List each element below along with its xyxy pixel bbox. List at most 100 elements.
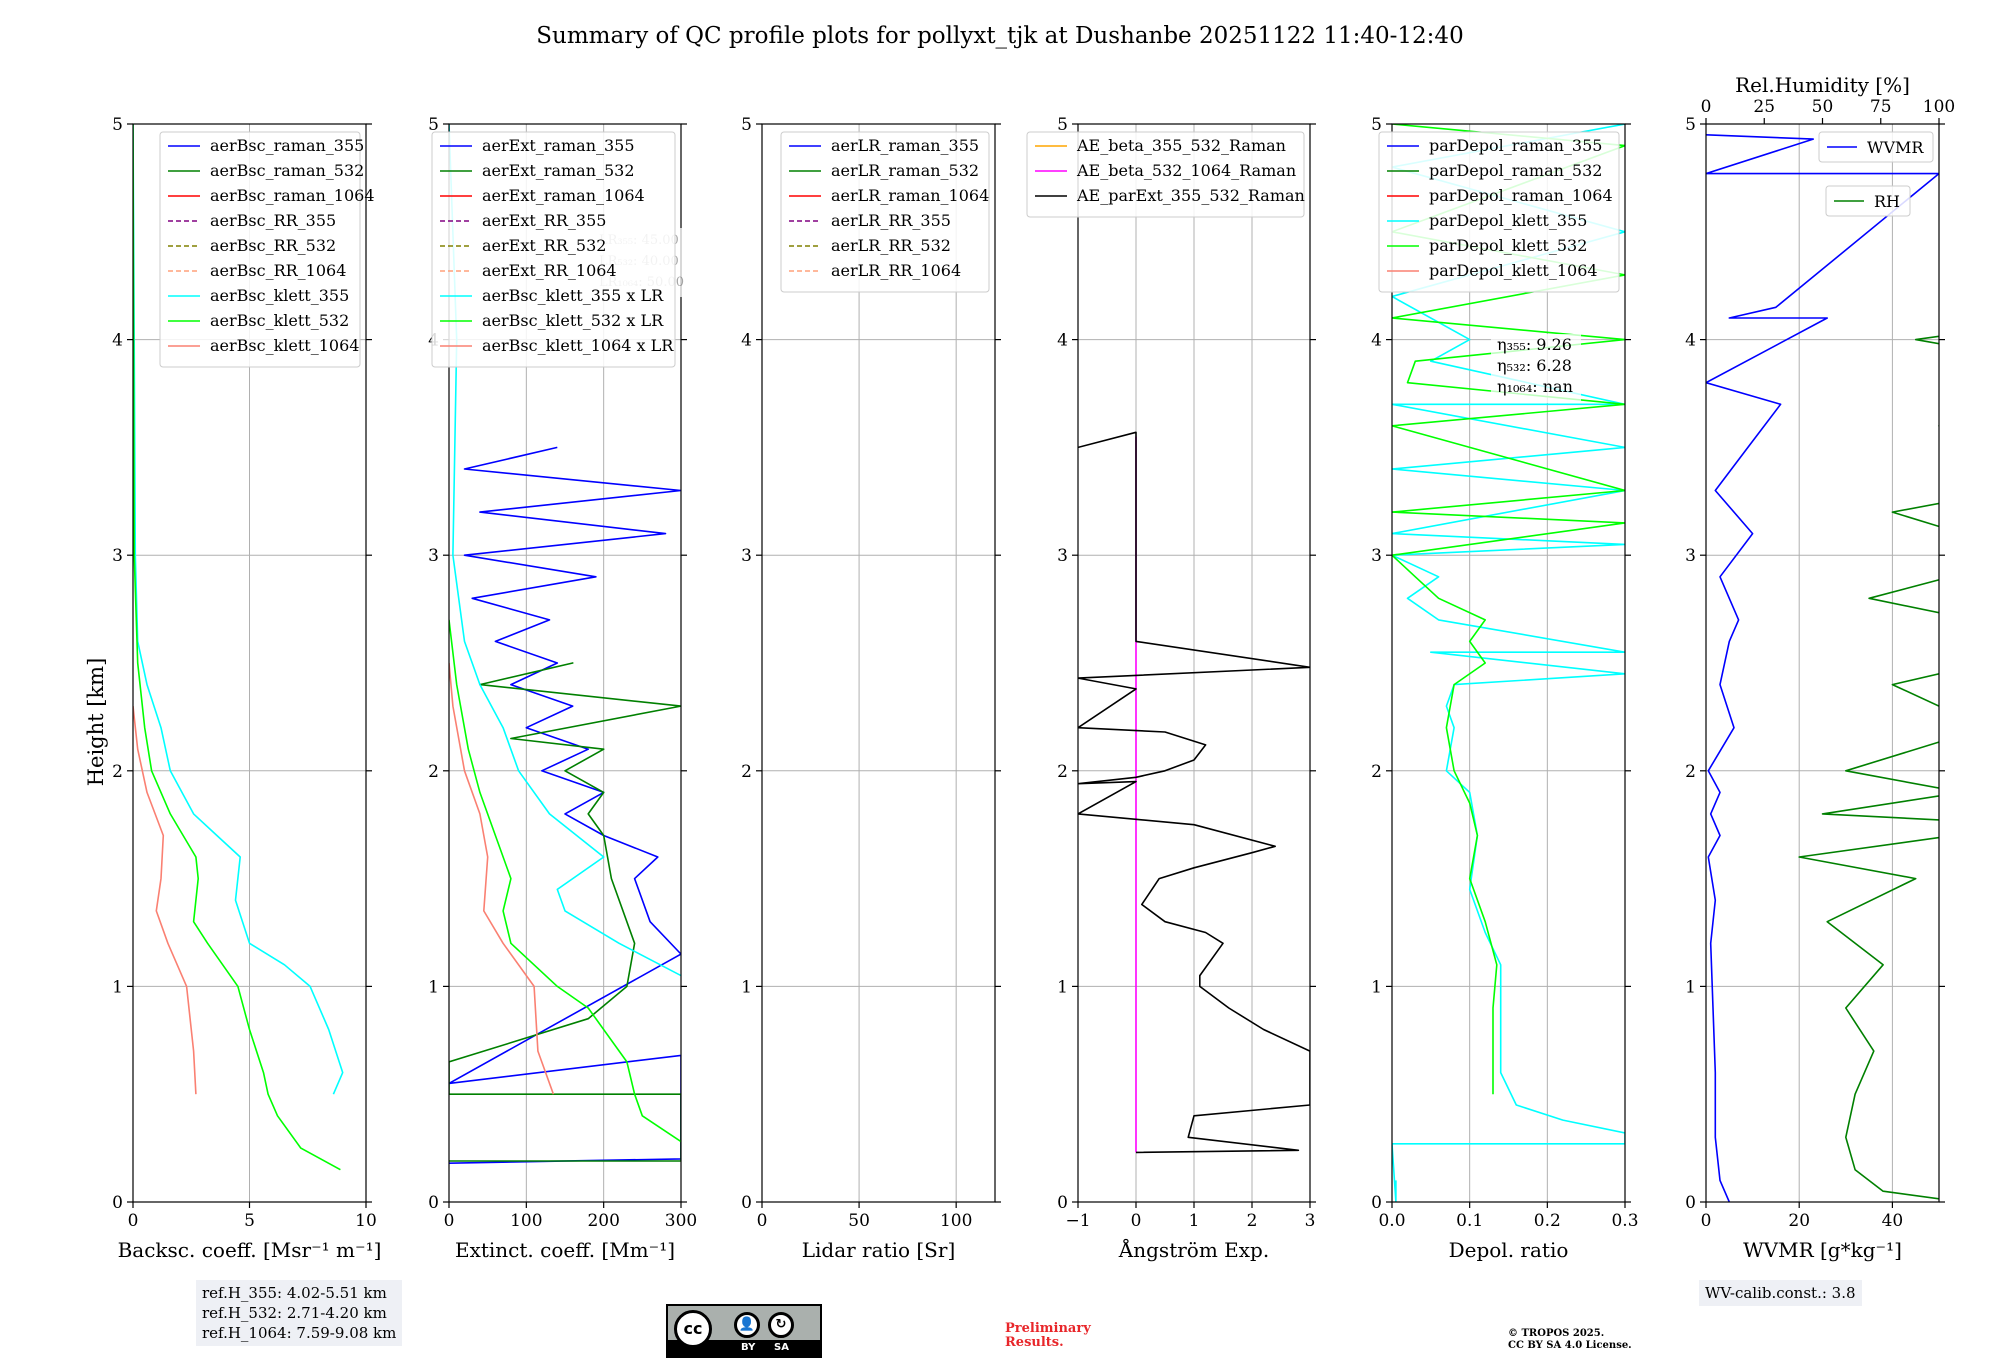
y-tick-label: 1 <box>428 977 439 997</box>
series-aerBsc_klett_1064 <box>133 706 197 1095</box>
plot-frame <box>761 123 996 1203</box>
y-tick-label: 4 <box>1371 331 1382 351</box>
preliminary-results-note: Preliminary Results. <box>1005 1321 1091 1350</box>
legend-label: aerBsc_RR_355 <box>210 211 336 230</box>
x-tick-label: 100 <box>510 1211 542 1231</box>
legend-label: aerLR_raman_532 <box>831 161 979 180</box>
y-tick-label: 0 <box>1371 1193 1382 1213</box>
top-x-tick-label: 75 <box>1870 97 1892 117</box>
x-tick-label: 0 <box>757 1211 768 1231</box>
x-axis-label: Extinct. coeff. [Mm⁻¹] <box>455 1238 675 1262</box>
series-aerBsc_klett_355 <box>133 124 344 1095</box>
legend: WVMR RH <box>1818 131 1934 217</box>
y-tick-label: 3 <box>1057 546 1068 566</box>
x-tick-label: 40 <box>1882 1211 1904 1231</box>
y-tick-label: 1 <box>1371 977 1382 997</box>
legend-label: AE_beta_355_532_Raman <box>1076 136 1286 155</box>
annotation-text: η₅₃₂: 6.28 <box>1497 356 1572 375</box>
y-axis-label: Height [km] <box>84 658 108 787</box>
legend-label: parDepol_klett_355 <box>1429 211 1587 230</box>
legend-label: AE_parExt_355_532_Raman <box>1076 186 1305 205</box>
top-x-tick-label: 100 <box>1923 97 1955 117</box>
top-x-axis-label: Rel.Humidity [%] <box>1735 73 1910 97</box>
y-tick-label: 1 <box>741 977 752 997</box>
y-tick-label: 3 <box>1685 546 1696 566</box>
y-tick-label: 2 <box>741 762 752 782</box>
x-tick-label: 0 <box>128 1211 139 1231</box>
y-tick-label: 3 <box>428 546 439 566</box>
y-tick-label: 2 <box>428 762 439 782</box>
ref-height-532: ref.H_532: 2.71-4.20 km <box>202 1304 387 1322</box>
y-tick-label: 1 <box>1057 977 1068 997</box>
x-tick-label: −1 <box>1065 1211 1090 1231</box>
x-axis-label: Depol. ratio <box>1449 1238 1569 1262</box>
legend-label: aerExt_raman_1064 <box>482 186 645 205</box>
share-alike-icon: ↻ <box>768 1312 794 1338</box>
series-aerExt_raman_532 <box>449 662 681 1162</box>
plot-frame <box>448 123 682 1203</box>
y-tick-label: 5 <box>1057 115 1068 135</box>
legend-label: aerBsc_raman_355 <box>210 136 364 155</box>
legend-label: aerBsc_klett_1064 x LR <box>482 336 674 355</box>
legend-label: aerBsc_klett_532 <box>210 311 349 330</box>
legend: AE_beta_355_532_Raman AE_beta_532_1064_Ra… <box>1026 131 1305 218</box>
plot-frame <box>1705 123 1940 1203</box>
x-tick-label: 10 <box>355 1211 377 1231</box>
x-tick-label: 3 <box>1305 1211 1316 1231</box>
legend-label: aerLR_RR_355 <box>831 211 951 230</box>
x-tick-label: 100 <box>940 1211 972 1231</box>
x-tick-label: 1 <box>1189 1211 1200 1231</box>
y-tick-label: 1 <box>112 977 123 997</box>
ref-height-1064: ref.H_1064: 7.59-9.08 km <box>202 1324 397 1342</box>
reference-height-box: ref.H_355: 4.02-5.51 km ref.H_532: 2.71-… <box>196 1280 403 1346</box>
figure-title: Summary of QC profile plots for pollyxt_… <box>536 23 1463 49</box>
x-axis-label: Lidar ratio [Sr] <box>802 1238 956 1262</box>
y-tick-label: 5 <box>1371 115 1382 135</box>
legend-label: aerLR_raman_1064 <box>831 186 989 205</box>
legend-frame <box>1026 131 1305 218</box>
x-tick-label: 0 <box>1701 1211 1712 1231</box>
y-tick-label: 5 <box>1685 115 1696 135</box>
panel-depol: 0.0 0.1 0.2 0.3 0 1 2 3 4 5 Depol. ratio η₃₅₅: 9.26… <box>1371 115 1638 1262</box>
wv-calibration-box: WV-calib.const.: 3.8 <box>1699 1280 1862 1306</box>
series-parDepol_klett_532 <box>1392 124 1625 1095</box>
x-tick-label: 0.1 <box>1456 1211 1483 1231</box>
x-tick-label: 5 <box>244 1211 255 1231</box>
y-tick-label: 2 <box>112 762 123 782</box>
copyright-note: © TROPOS 2025. CC BY SA 4.0 License. <box>1508 1328 1632 1351</box>
legend-label: parDepol_klett_532 <box>1429 236 1587 255</box>
y-tick-label: 0 <box>741 1193 752 1213</box>
badge-by-label: BY <box>741 1342 756 1353</box>
legend-frame <box>780 131 990 293</box>
series-group <box>449 124 681 1164</box>
top-x-tick-label: 50 <box>1812 97 1834 117</box>
legend-label: AE_beta_532_1064_Raman <box>1076 161 1296 180</box>
x-tick-label: 0 <box>1131 1211 1142 1231</box>
legend-label: aerLR_RR_532 <box>831 236 951 255</box>
panel-lidar-ratio: 0 50 100 0 1 2 3 4 5 Lidar ratio [Sr] aerLR_raman_… <box>741 115 1001 1262</box>
annotation-box: η₃₅₅: 9.26 η₅₃₂: 6.28 η₁₀₆₄: nan <box>1491 334 1581 403</box>
plot-frame <box>1391 123 1626 1203</box>
x-tick-label: 20 <box>1788 1211 1810 1231</box>
y-tick-label: 4 <box>741 331 752 351</box>
x-tick-label: 0.0 <box>1378 1211 1405 1231</box>
legend: parDepol_raman_355 parDepol_raman_532 parD… <box>1378 131 1620 293</box>
series-AE_parExt_355_532_Raman <box>1078 431 1310 1154</box>
legend-frame <box>431 131 676 368</box>
y-tick-label: 4 <box>1057 331 1068 351</box>
badge-footer-bar <box>668 1340 820 1356</box>
x-tick-label: 200 <box>587 1211 619 1231</box>
legend: aerLR_raman_355 aerLR_raman_532 aerLR_rama… <box>780 131 990 293</box>
y-tick-label: 0 <box>428 1193 439 1213</box>
top-x-tick-label: 0 <box>1701 97 1712 117</box>
legend-label: parDepol_raman_355 <box>1429 136 1602 155</box>
panel-backscatter: 0 5 10 0 1 2 3 4 5 Backsc. coeff. [Msr⁻¹ m⁻¹] aerB… <box>112 115 381 1262</box>
series-RH <box>1798 335 1939 1200</box>
legend-label: aerExt_raman_532 <box>482 161 635 180</box>
legend-frame <box>159 131 361 368</box>
legend-frame <box>1378 131 1620 293</box>
series-aerBsc_klett_532 x LR <box>449 619 681 1143</box>
y-tick-label: 2 <box>1371 762 1382 782</box>
legend-label: aerBsc_klett_355 x LR <box>482 286 664 305</box>
